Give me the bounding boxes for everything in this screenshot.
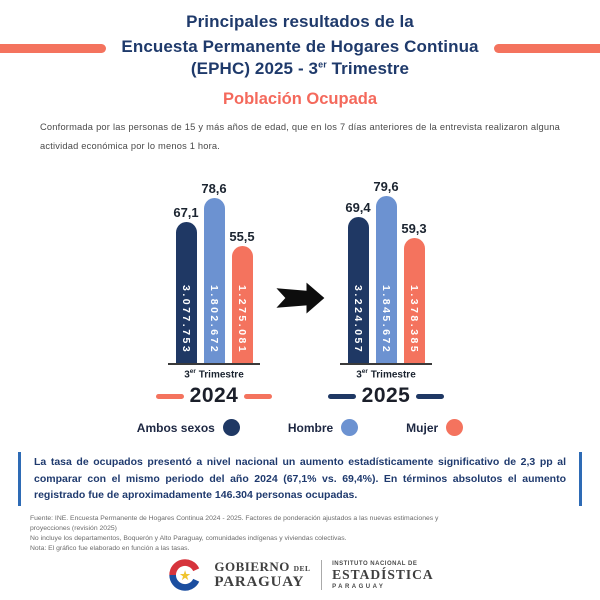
year-label: 2024 [189, 384, 239, 408]
section-title: Población Ocupada [222, 90, 378, 108]
footnotes: Fuente: INE. Encuesta Permanente de Hoga… [30, 514, 455, 553]
chart-legend: Ambos sexos Hombre Mujer [0, 419, 600, 436]
bar-rate-label: 59,3 [401, 221, 427, 237]
legend-item-hombre: Hombre [287, 419, 359, 436]
legend-label: Ambos sexos [136, 420, 215, 435]
legend-color-dot [446, 419, 464, 436]
main-title-line2: Encuesta Permanente de Hogares Continua [121, 37, 479, 56]
gobierno-line1: GOBIERNO DEL [214, 560, 310, 573]
bars-row: 69,4 3.224.057 79,6 1.845.672 59,3 1.378.385 [345, 179, 427, 363]
year-dash-right [416, 394, 445, 399]
charts-row: 67,1 3.077.753 78,6 1.802.672 55,5 1.275.081 … [0, 179, 600, 408]
bar-ambos-sexos-2025: 69,4 3.224.057 [345, 200, 371, 363]
chart-group-2025: 69,4 3.224.057 79,6 1.845.672 59,3 1.378.385 … [326, 179, 446, 408]
bar-rate-label: 78,6 [201, 180, 227, 196]
title-accent-bar-left [0, 44, 106, 53]
bar-absolute-label: 3.224.057 [352, 284, 364, 354]
year-label: 2025 [361, 384, 411, 408]
legend-color-dot [222, 419, 240, 436]
period-pre: 3 [356, 369, 362, 381]
bar-hombre-2024: 78,6 1.802.672 [201, 181, 227, 363]
bar-hombre-2025: 79,6 1.845.672 [373, 179, 399, 363]
highlight-callout: La tasa de ocupados presentó a nivel nac… [18, 452, 582, 506]
year-dash-left [155, 394, 184, 399]
gobierno-line2: PARAGUAY [214, 574, 305, 590]
legend-item-ambos-sexos: Ambos sexos [137, 419, 240, 436]
main-title-line3: (EPHC) 2025 - 3er Trimestre [0, 59, 600, 79]
bar-ambos-sexos-2024: 67,1 3.077.753 [173, 205, 199, 363]
ine-line2: ESTADÍSTICA [332, 567, 434, 582]
year-row: 2025 [327, 384, 445, 408]
title-line3-sup: er [318, 59, 327, 70]
axis-baseline [340, 363, 432, 365]
period-post: Trimestre [195, 369, 244, 381]
period-sup: er [189, 368, 196, 375]
change-arrow [274, 276, 326, 325]
bar-rate-label: 67,1 [173, 205, 199, 221]
legend-color-dot [341, 419, 359, 436]
footnote-line: Nota: El gráfico fue elaborado en funció… [30, 544, 190, 552]
ine-line3: PARAGUAY [332, 583, 386, 590]
bar-absolute-label: 1.802.672 [208, 284, 220, 354]
description-text: Conformada por las personas de 15 y más … [40, 122, 560, 151]
bars-row: 67,1 3.077.753 78,6 1.802.672 55,5 1.275.081 [173, 181, 255, 363]
period-sup: er [361, 368, 368, 375]
bar-mujer-2025: 59,3 1.378.385 [401, 221, 427, 363]
main-title-line1: Principales resultados de la [186, 12, 414, 31]
year-dash-left [327, 394, 356, 399]
period-post: Trimestre [367, 369, 416, 381]
bar-rate-label: 55,5 [229, 229, 255, 245]
footer-logos: ★ GOBIERNO DEL PARAGUAY INSTITUTO NACION… [0, 556, 600, 594]
axis-baseline [168, 363, 260, 365]
legend-label: Mujer [406, 420, 439, 435]
footnote-line: No incluye los departamentos, Boquerón y… [30, 534, 347, 542]
title-line3-post: Trimestre [326, 59, 410, 78]
right-arrow-icon [276, 282, 325, 314]
bar-absolute-label: 1.845.672 [380, 284, 392, 354]
ine-line1: INSTITUTO NACIONAL DE [332, 560, 418, 567]
svg-text:★: ★ [179, 568, 191, 583]
bar-absolute-label: 1.378.385 [408, 284, 420, 354]
gobierno-word: GOBIERNO [214, 559, 290, 574]
chart-group-2024: 67,1 3.077.753 78,6 1.802.672 55,5 1.275.081 … [154, 181, 274, 408]
footnote-line: Fuente: INE. Encuesta Permanente de Hoga… [30, 515, 439, 532]
bar-rate-label: 79,6 [373, 178, 399, 194]
period-pre: 3 [184, 369, 190, 381]
bar-absolute-label: 1.275.081 [236, 284, 248, 354]
paraguay-emblem-icon: ★ [169, 559, 200, 591]
legend-item-mujer: Mujer [406, 419, 464, 436]
bar-mujer-2024: 55,5 1.275.081 [229, 229, 255, 363]
bar-absolute-label: 3.077.753 [180, 284, 192, 354]
gobierno-logo-text: GOBIERNO DEL PARAGUAY [214, 560, 310, 590]
period-label: 3er Trimestre [356, 368, 416, 380]
year-dash-right [244, 394, 273, 399]
period-label: 3er Trimestre [184, 368, 244, 380]
ine-logo-text: INSTITUTO NACIONAL DE ESTADÍSTICA PARAGU… [332, 561, 434, 590]
bar-rate-label: 69,4 [345, 200, 371, 216]
logo-divider [320, 560, 323, 590]
gobierno-del-word: DEL [293, 564, 311, 573]
title-line3-pre: (EPHC) 2025 - 3 [190, 59, 319, 78]
legend-label: Hombre [287, 420, 334, 435]
title-accent-bar-right [494, 44, 600, 53]
year-row: 2024 [155, 384, 273, 408]
